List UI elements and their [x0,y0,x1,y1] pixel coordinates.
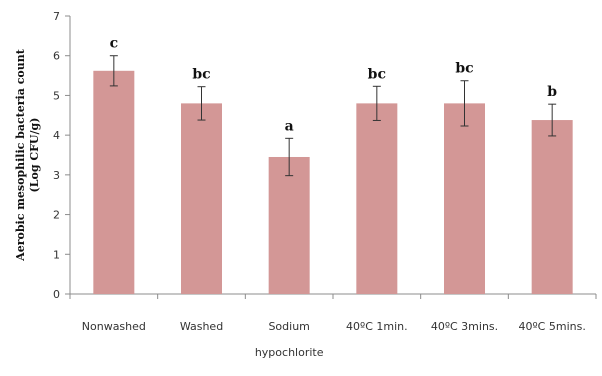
y-axis-title: Aerobic mesophilic bacteria count [14,48,27,262]
y-tick-label: 6 [53,50,60,63]
bar [181,103,222,294]
x-category-label: hypochlorite [255,346,324,359]
y-tick-label: 0 [53,288,60,301]
y-tick-label: 7 [53,10,60,23]
x-category-label: Nonwashed [82,320,146,333]
significance-letter: bc [455,61,473,77]
bar [444,103,485,294]
x-category-label: 40ºC 5mins. [519,320,586,333]
y-tick-label: 5 [53,89,60,102]
bar [93,70,135,294]
y-axis-subtitle: (Log CFU/g) [28,118,41,193]
significance-letter: a [285,118,294,134]
significance-letter: b [547,84,557,100]
bar [356,103,398,294]
bar [268,156,310,294]
bar [531,120,573,295]
y-tick-label: 3 [53,169,60,182]
y-tick-label: 2 [53,209,60,222]
y-tick-label: 4 [53,129,60,142]
x-category-label: Sodium [268,320,309,333]
x-category-label: Washed [180,320,223,333]
x-category-label: 40ºC 3mins. [431,320,498,333]
significance-letter: bc [192,67,210,83]
x-category-label: 40ºC 1min. [346,320,408,333]
significance-letter: c [110,36,119,52]
y-tick-label: 1 [53,248,60,261]
significance-letter: bc [368,66,386,82]
